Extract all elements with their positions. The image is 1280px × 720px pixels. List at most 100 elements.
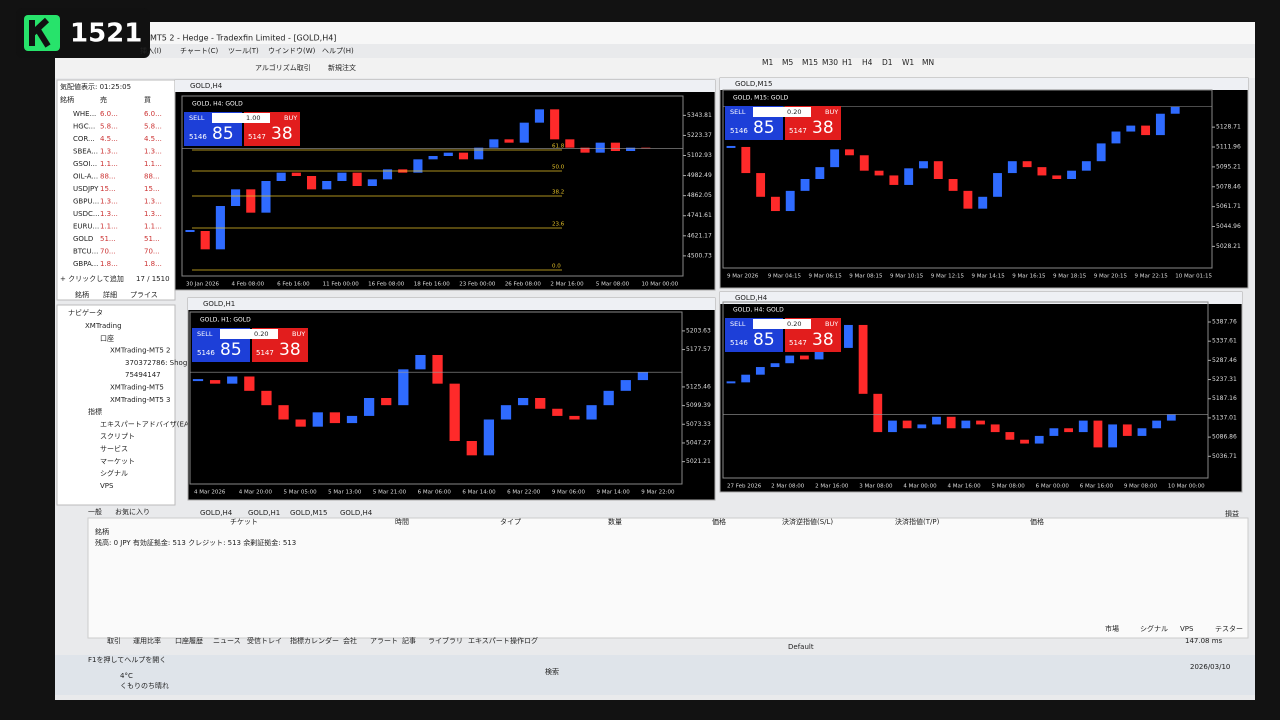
chart-label: GOLD, M15: GOLD bbox=[733, 95, 789, 102]
x-tick-label: 4 Mar 16:00 bbox=[947, 484, 981, 490]
candle bbox=[534, 109, 545, 123]
nav-item: シグナル bbox=[100, 469, 128, 478]
candle bbox=[741, 146, 751, 174]
candle bbox=[586, 405, 597, 420]
fib-label: 0.0 bbox=[552, 264, 561, 270]
y-tick-label: 5287.46 bbox=[1212, 357, 1237, 364]
window-titlebar bbox=[720, 78, 1248, 90]
column-header: 決済逆指値(S/L) bbox=[782, 517, 833, 526]
cell: 88... bbox=[144, 173, 160, 181]
x-tick-label: 3 Mar 08:00 bbox=[859, 484, 893, 490]
candle bbox=[770, 196, 780, 212]
x-tick-label: 9 Mar 06:00 bbox=[552, 490, 586, 496]
y-tick-label: 5099.39 bbox=[686, 402, 711, 409]
y-tick-label: 5223.37 bbox=[687, 132, 712, 139]
nav-item: XMTrading-MT5 3 bbox=[110, 396, 171, 404]
cell: 15... bbox=[144, 185, 160, 193]
cell: 1.3... bbox=[144, 210, 162, 218]
y-tick-label: 5095.21 bbox=[1216, 163, 1241, 170]
cell: 1.1... bbox=[100, 160, 118, 168]
timeframe: W1 bbox=[902, 58, 914, 67]
fib-label: 23.6 bbox=[552, 222, 565, 228]
nav-item: 370372786: Shog bbox=[125, 359, 187, 367]
lot-input: 0.20 bbox=[254, 330, 268, 338]
y-tick-label: 5203.63 bbox=[686, 327, 711, 334]
x-tick-label: 4 Mar 2026 bbox=[194, 490, 226, 496]
tab: 銘柄 bbox=[75, 290, 89, 299]
toolbox-tab: ライブラリ bbox=[428, 636, 463, 645]
x-tick-label: 5 Mar 08:00 bbox=[992, 484, 1026, 490]
candle bbox=[580, 147, 590, 153]
x-tick-label: 9 Mar 08:00 bbox=[1124, 484, 1158, 490]
candle bbox=[620, 380, 631, 391]
x-tick-label: 5 Mar 05:00 bbox=[283, 490, 317, 496]
window-titlebar bbox=[175, 80, 715, 92]
candle bbox=[1034, 435, 1044, 444]
toolbox-tab: 記事 bbox=[402, 636, 416, 645]
toolbar-button: 新規注文 bbox=[328, 63, 356, 72]
status-item: テスター bbox=[1215, 624, 1243, 633]
candle bbox=[1049, 428, 1059, 436]
candle bbox=[741, 374, 751, 383]
panel-title: ナビゲータ bbox=[68, 308, 103, 317]
candle bbox=[261, 181, 271, 213]
y-tick-label: 5078.46 bbox=[1216, 183, 1241, 190]
candle bbox=[1081, 161, 1091, 171]
x-tick-label: 6 Feb 16:00 bbox=[277, 282, 310, 288]
candle bbox=[322, 181, 332, 190]
candle bbox=[844, 324, 853, 348]
candle bbox=[1152, 420, 1162, 429]
tab: 一般 bbox=[88, 507, 102, 516]
column-header: 銘柄 bbox=[95, 527, 109, 536]
cell: OIL-A... bbox=[73, 173, 98, 181]
cell: 1.8... bbox=[100, 260, 118, 268]
x-tick-label: 18 Feb 16:00 bbox=[414, 282, 451, 288]
candle bbox=[209, 380, 221, 384]
y-tick-label: 5187.16 bbox=[1212, 395, 1237, 402]
x-tick-label: 9 Mar 2026 bbox=[727, 274, 759, 280]
chart-tab: GOLD,H4 bbox=[200, 509, 233, 517]
y-tick-label: 5036.71 bbox=[1212, 453, 1237, 460]
window-title: GOLD,H1 bbox=[203, 300, 235, 308]
column-header: 売 bbox=[100, 95, 107, 104]
window-title: MT5 2 - Hedge - Tradexfin Limited - [GOL… bbox=[150, 34, 336, 43]
column-header: 決済指値(T/P) bbox=[895, 517, 940, 526]
cell: WHE... bbox=[73, 110, 96, 118]
candle bbox=[874, 170, 884, 176]
add-symbol: + クリックして追加 bbox=[60, 274, 124, 283]
candle bbox=[1108, 424, 1118, 448]
y-tick-label: 5337.61 bbox=[1212, 338, 1237, 345]
x-tick-label: 11 Feb 00:00 bbox=[323, 282, 360, 288]
x-tick-label: 9 Mar 08:15 bbox=[849, 274, 883, 280]
x-tick-label: 10 Mar 01:15 bbox=[1175, 274, 1212, 280]
x-tick-label: 9 Mar 16:15 bbox=[1012, 274, 1046, 280]
y-tick-label: 5343.81 bbox=[687, 112, 712, 119]
status-profile: Default bbox=[788, 643, 814, 651]
candle bbox=[428, 156, 438, 160]
candle bbox=[227, 376, 238, 384]
candle bbox=[550, 109, 560, 140]
cell: 70... bbox=[144, 248, 160, 256]
cell: 1.1... bbox=[100, 223, 118, 231]
candle bbox=[993, 173, 1002, 197]
candle bbox=[814, 351, 824, 360]
candle bbox=[1020, 439, 1029, 444]
candle bbox=[637, 372, 649, 381]
panel-title: 気配値表示: 01:25:05 bbox=[60, 82, 131, 91]
balance: 残高: 0 JPY 有効証拠金: 513 クレジット: 513 余剰証拠金: 5… bbox=[95, 538, 296, 547]
x-tick-label: 9 Mar 14:15 bbox=[972, 274, 1006, 280]
tab: お気に入り bbox=[115, 507, 150, 516]
x-tick-label: 30 Jan 2026 bbox=[186, 282, 219, 288]
timeframe: H1 bbox=[842, 58, 853, 67]
candle bbox=[755, 367, 765, 375]
column-header: チケット bbox=[230, 518, 258, 526]
candle bbox=[382, 169, 393, 180]
cell: GBPU... bbox=[73, 198, 99, 206]
ask-prefix: 5147 bbox=[256, 349, 274, 357]
status-item: 市場 bbox=[1105, 624, 1119, 633]
candle bbox=[1078, 420, 1088, 433]
x-tick-label: 9 Mar 14:00 bbox=[597, 490, 631, 496]
x-tick-label: 6 Mar 06:00 bbox=[418, 490, 452, 496]
candle bbox=[535, 398, 546, 409]
candle bbox=[415, 355, 426, 370]
